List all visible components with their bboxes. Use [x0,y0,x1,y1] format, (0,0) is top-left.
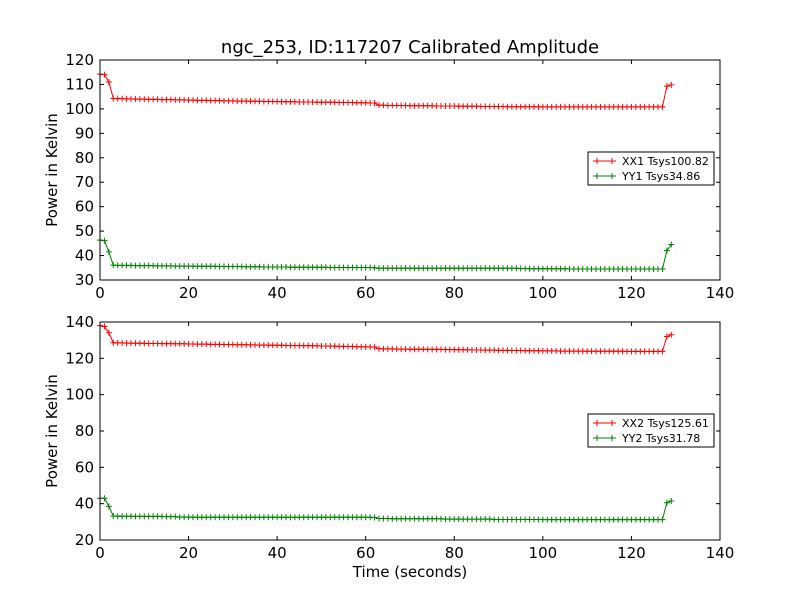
y-tick-label: 40 [75,247,94,265]
data-point [101,323,108,330]
y-tick-label: 100 [65,100,94,118]
series-2-2 [97,495,675,523]
data-point [371,100,378,107]
legend: XX1 Tsys100.82 YY1 Tsys34.86 [587,151,715,186]
legend-item: XX1 Tsys100.82 [593,155,709,168]
y-tick-label: 70 [75,173,94,191]
data-point [105,329,112,336]
y-tick-label: 120 [65,51,94,69]
y-tick-label: 90 [75,124,94,142]
x-tick-label: 80 [445,284,464,302]
y-tick-label: 140 [65,313,94,331]
legend-marker [594,173,615,179]
data-point [659,103,666,110]
data-point [172,513,179,520]
data-point [659,348,666,355]
y-tick-label: 30 [75,271,94,289]
data-point [105,503,112,510]
y-tick-label: 60 [75,458,94,476]
data-point [668,81,675,88]
legend-item: YY1 Tsys34.86 [593,170,700,183]
x-tick-label: 0 [95,544,105,562]
legend-box [587,151,715,186]
legend-label: YY1 Tsys34.86 [621,170,700,183]
y-tick-label: 50 [75,222,94,240]
x-tick-label: 20 [179,544,198,562]
legend-label: XX2 Tsys125.61 [622,417,709,430]
y-tick-label: 80 [75,422,94,440]
y-tick-label: 120 [65,349,94,367]
legend-label: XX1 Tsys100.82 [622,155,709,168]
x-tick-label: 140 [706,284,735,302]
x-tick-label: 100 [529,544,558,562]
legend-marker [594,158,615,164]
legend-box [587,413,715,448]
chart-title: ngc_253, ID:117207 Calibrated Amplitude [221,37,599,58]
data-point [101,71,108,78]
legend: XX2 Tsys125.61 YY2 Tsys31.78 [587,413,715,448]
legend-marker [594,435,615,441]
series-2-1 [97,322,675,355]
y-tick-label: 60 [75,198,94,216]
x-tick-label: 60 [356,544,375,562]
y-tick-label: 20 [75,531,94,549]
data-point [105,248,112,255]
y-axis-label: Power in Kelvin [43,374,61,488]
top-panel: 0 20 40 60 80 100 120 140 30 40 50 60 70 80 90 100 110 12… [43,51,734,302]
data-point [371,514,378,521]
x-axis-label: Time (seconds) [352,563,468,581]
data-point [101,237,108,244]
data-point [101,495,108,502]
data-point [659,266,666,272]
y-tick-label: 40 [75,495,94,513]
x-tick-label: 40 [268,284,287,302]
y-tick-label: 100 [65,386,94,404]
y-tick-label: 110 [65,75,94,93]
bottom-panel: 0 20 40 60 80 100 120 14020406080100120140Power… [43,313,734,581]
x-tick-label: 100 [529,284,558,302]
data-point [663,499,670,506]
x-tick-label: 60 [356,284,375,302]
data-point [663,247,670,254]
x-tick-label: 120 [617,284,646,302]
data-point [663,83,670,90]
data-point [371,344,378,351]
legend-label: YY2 Tsys31.78 [621,432,700,445]
data-point [659,516,666,523]
data-point [668,497,675,504]
y-axis-label: Power in Kelvin [43,113,61,227]
x-tick-label: 40 [268,544,287,562]
series-1-1 [97,71,675,110]
x-tick-label: 120 [617,544,646,562]
data-point [668,331,675,338]
x-tick-label: 20 [179,284,198,302]
x-tick-label: 140 [706,544,735,562]
x-tick-label: 80 [445,544,464,562]
legend-item: XX2 Tsys125.61 [593,417,709,430]
legend-item: YY2 Tsys31.78 [593,432,700,445]
data-point [663,333,670,340]
y-tick-label: 80 [75,149,94,167]
x-tick-label: 0 [95,284,105,302]
series-1-2 [97,237,675,272]
data-point [668,241,675,248]
axes-frame [99,59,721,281]
legend-marker [594,420,615,426]
data-point [105,79,112,85]
